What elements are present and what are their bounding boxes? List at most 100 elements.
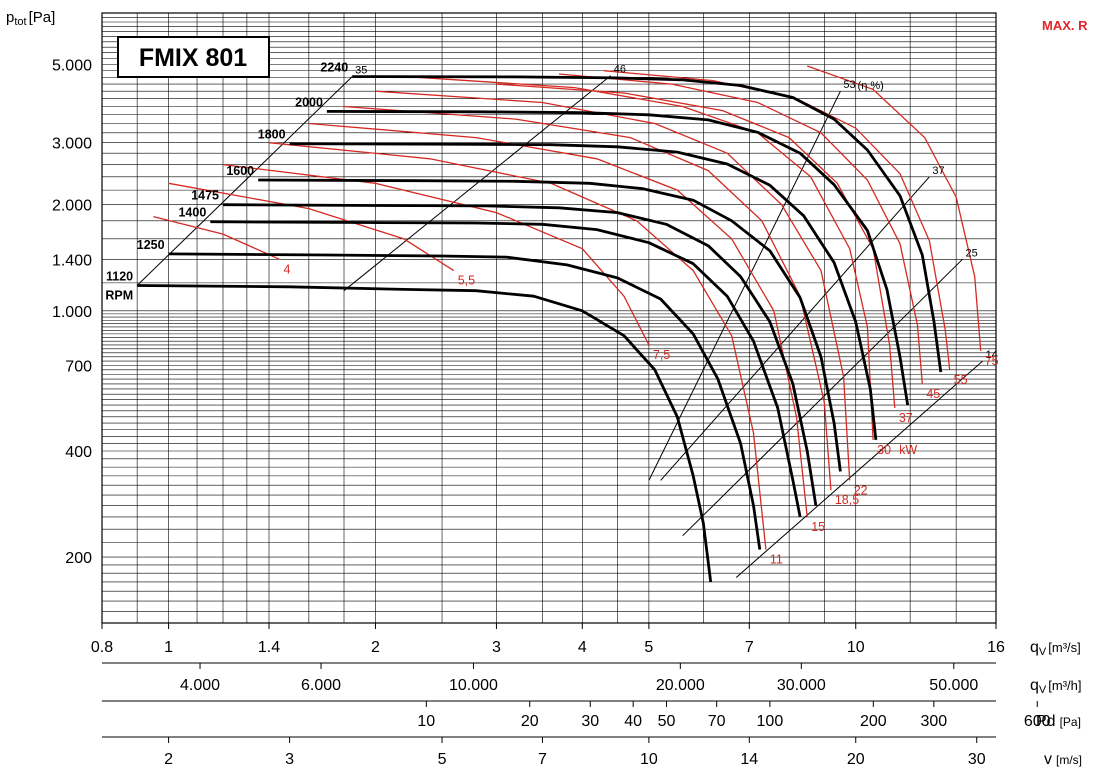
efficiency-label: 14 xyxy=(986,349,998,361)
power-curve-label: 55 xyxy=(954,373,968,387)
power-curve-label: 18,5 xyxy=(835,493,859,507)
pd-tick-label: 70 xyxy=(708,713,726,730)
power-curve-label: 75 xyxy=(985,354,999,368)
series-layer xyxy=(136,65,983,583)
v-axis-title: v [m/s] xyxy=(1044,751,1082,768)
efficiency-line-37 xyxy=(660,176,930,481)
x-tick-label: 1.4 xyxy=(258,639,280,656)
y-tick-label: 700 xyxy=(65,358,92,375)
pd-tick-label: 600 xyxy=(1024,713,1051,730)
m3h-tick-label: 30.000 xyxy=(777,677,826,694)
power-unit-label: kW xyxy=(899,443,917,457)
power-curve-label: 5,5 xyxy=(458,274,475,288)
efficiency-line-14 xyxy=(735,360,983,578)
power-curve-label: 22 xyxy=(854,483,868,497)
title-box: FMIX 801 xyxy=(117,36,270,78)
rpm-curve-1250 xyxy=(168,252,762,550)
v-tick-label: 30 xyxy=(968,751,986,768)
y-tick-label: 2.000 xyxy=(52,198,92,215)
power-curve-label: 11 xyxy=(770,553,783,567)
pd-tick-label: 40 xyxy=(624,713,642,730)
power-curve-30 xyxy=(417,76,874,440)
v-tick-label: 7 xyxy=(538,751,547,768)
efficiency-line-35 xyxy=(136,76,353,286)
pd-tick-label: 30 xyxy=(581,713,599,730)
rpm-curve-1600 xyxy=(258,178,842,472)
x-tick-label: 1 xyxy=(164,639,173,656)
m3h-tick-label: 4.000 xyxy=(180,677,220,694)
grid xyxy=(102,13,996,623)
power-curve-45 xyxy=(558,73,923,384)
x-tick-label: 2 xyxy=(371,639,380,656)
x-tick-label: 0.8 xyxy=(91,639,113,656)
rpm-curve-1400 xyxy=(210,220,802,518)
x-axes: qV [m³/s] qV [m³/h] Pd [Pa] v [m/s] xyxy=(102,639,1082,768)
label-layer: 200 400 700 1.000 1.400 2.000 3.000 5.000 0.8 1 1.… xyxy=(52,57,1051,768)
efficiency-label: 53 xyxy=(843,79,855,91)
power-curve-label: 45 xyxy=(926,387,940,401)
power-curve-37 xyxy=(496,83,896,408)
x-tick-label: 3 xyxy=(492,639,501,656)
efficiency-label: 25 xyxy=(965,247,977,259)
x-tick-label: 4 xyxy=(578,639,587,656)
efficiency-unit-label: (η %) xyxy=(858,80,884,92)
power-curve-label: 4 xyxy=(283,262,290,276)
y-tick-label: 3.000 xyxy=(52,136,92,153)
y-tick-label: 1.000 xyxy=(52,304,92,321)
pd-tick-label: 300 xyxy=(920,713,947,730)
rpm-label: 1400 xyxy=(178,206,206,220)
rpm-curve-1120 xyxy=(137,284,713,583)
efficiency-label: 37 xyxy=(932,165,944,177)
power-curve-11 xyxy=(268,142,767,550)
v-tick-label: 2 xyxy=(164,751,173,768)
y-tick-label: 5.000 xyxy=(52,57,92,74)
rpm-label: 1120 xyxy=(106,269,133,283)
m3h-tick-label: 6.000 xyxy=(301,677,341,694)
plot-frame xyxy=(101,12,997,624)
pd-axis-title: Pd [Pa] xyxy=(1036,713,1081,730)
corner-label: MAX. R xyxy=(1042,18,1088,33)
power-curve-4 xyxy=(153,215,280,260)
rpm-curve-2000 xyxy=(326,110,910,406)
pd-tick-label: 50 xyxy=(658,713,676,730)
y-axis-title: ptot [Pa] xyxy=(6,9,55,28)
x-tick-label: 5 xyxy=(644,639,653,656)
rpm-label: 1250 xyxy=(137,238,165,252)
x-axis-title-m3h: qV [m³/h] xyxy=(1030,677,1081,696)
power-curve-label: 15 xyxy=(811,520,825,534)
power-curve-18,5 xyxy=(343,105,832,491)
pd-tick-label: 200 xyxy=(860,713,887,730)
rpm-unit-label: RPM xyxy=(105,288,133,302)
power-curve-label: 37 xyxy=(899,411,913,425)
rpm-curve-1475 xyxy=(222,203,818,506)
x-axis-title-m3s: qV [m³/s] xyxy=(1030,639,1081,658)
rpm-label: 2000 xyxy=(295,95,323,109)
m3h-tick-label: 20.000 xyxy=(656,677,705,694)
rpm-curve-2240 xyxy=(352,75,943,373)
x-tick-label: 7 xyxy=(745,639,754,656)
y-tick-label: 1.400 xyxy=(52,252,92,269)
y-tick-label: 200 xyxy=(65,550,92,567)
v-tick-label: 20 xyxy=(847,751,865,768)
rpm-label: 1475 xyxy=(191,189,219,203)
v-tick-label: 10 xyxy=(640,751,658,768)
efficiency-label: 35 xyxy=(355,65,367,77)
y-tick-label: 400 xyxy=(65,444,92,461)
m3h-tick-label: 10.000 xyxy=(449,677,498,694)
pd-tick-label: 10 xyxy=(417,713,435,730)
power-curve-label: 30 xyxy=(877,443,891,457)
power-curve-label: 7,5 xyxy=(653,348,670,362)
v-tick-label: 5 xyxy=(438,751,447,768)
pd-tick-label: 20 xyxy=(521,713,539,730)
chart-title: FMIX 801 xyxy=(139,44,247,72)
efficiency-label: 46 xyxy=(614,64,626,76)
m3h-tick-label: 50.000 xyxy=(929,677,978,694)
power-curve-15 xyxy=(308,122,808,517)
rpm-label: 1600 xyxy=(226,164,254,178)
v-tick-label: 3 xyxy=(285,751,294,768)
x-tick-label: 16 xyxy=(987,639,1005,656)
v-tick-label: 14 xyxy=(740,751,758,768)
rpm-label: 1800 xyxy=(258,128,286,142)
pd-tick-label: 100 xyxy=(757,713,784,730)
